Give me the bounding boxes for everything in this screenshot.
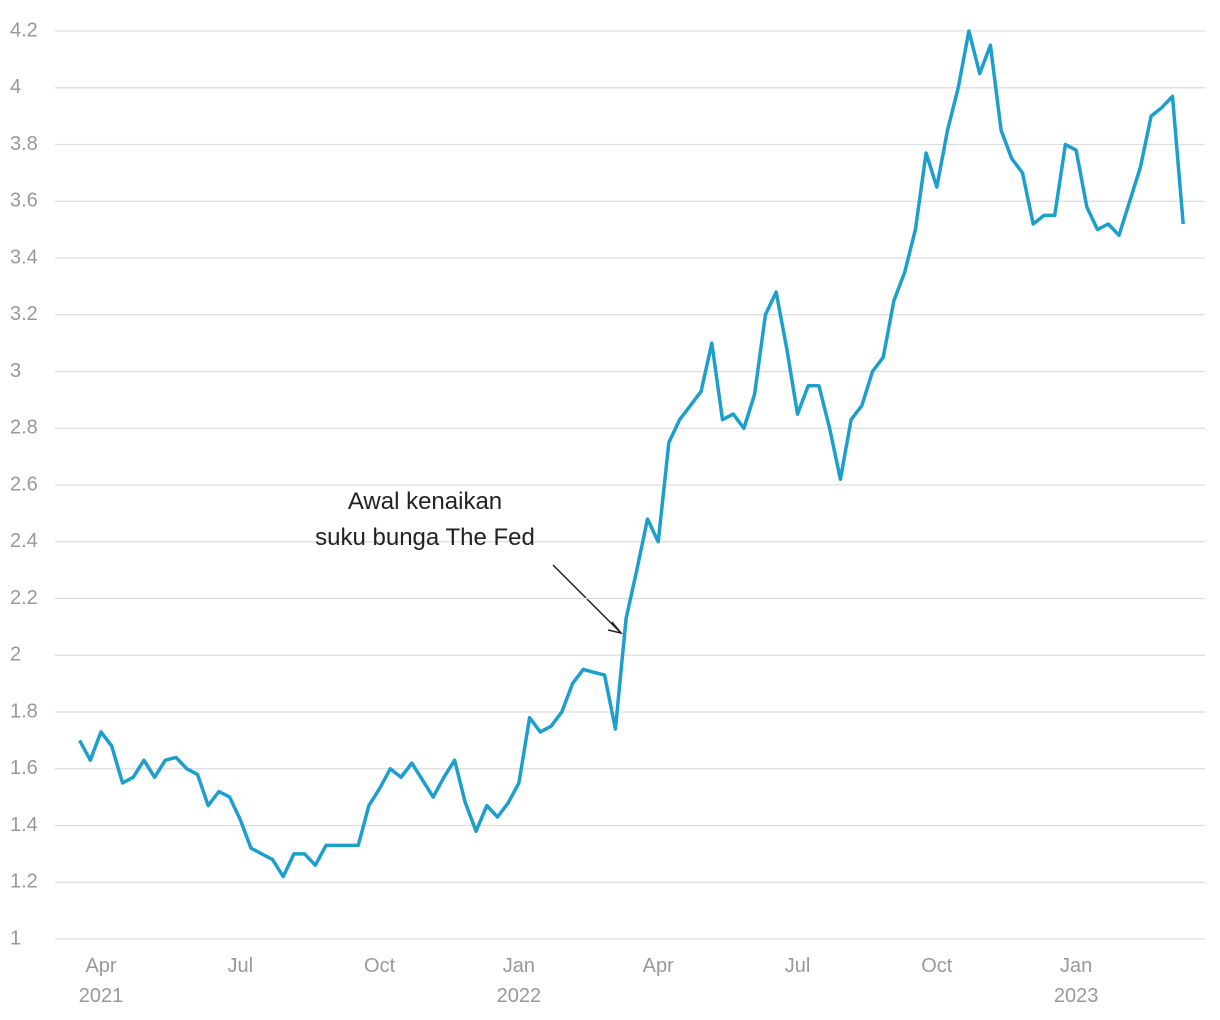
y-tick-label: 2 <box>10 644 21 666</box>
x-tick-label: Jan 2023 <box>1053 955 1099 1007</box>
y-tick-label: 1.2 <box>10 871 38 893</box>
y-tick-label: 1.4 <box>10 814 38 836</box>
y-tick-label: 1.8 <box>10 700 38 722</box>
x-tick-label: Jan 2022 <box>496 955 542 1007</box>
y-tick-label: 2.8 <box>10 417 38 439</box>
x-tick-label: Apr 2021 <box>78 955 124 1007</box>
line <box>78 29 1185 879</box>
y-tick-label: 3.8 <box>10 133 38 155</box>
y-tick-label: 1 <box>10 927 21 949</box>
x-tick-label: Oct <box>921 955 953 977</box>
x-tick-label: Apr <box>642 955 674 977</box>
y-tick-label: 4 <box>10 76 21 98</box>
x-tick-label: Jul <box>227 955 254 977</box>
x-tick-label: Oct <box>364 955 396 977</box>
y-tick-label: 3.4 <box>10 246 38 268</box>
y-tick-label: 1.6 <box>10 757 38 779</box>
y-tick-label: 3 <box>10 360 21 382</box>
y-tick-label: 4.2 <box>10 19 38 41</box>
x-tick-label: Jul <box>784 955 811 977</box>
annotation-arrowhead <box>607 621 623 635</box>
annotation: Awal kenaikan <box>347 488 503 515</box>
y-tick-label: 2.2 <box>10 587 38 609</box>
y-tick-label: 3.6 <box>10 190 38 212</box>
y-tick-label: 2.4 <box>10 530 38 552</box>
y-tick-label: 2.6 <box>10 473 38 495</box>
annotation: suku bunga The Fed <box>315 524 535 551</box>
y-tick-label: 3.2 <box>10 303 38 325</box>
